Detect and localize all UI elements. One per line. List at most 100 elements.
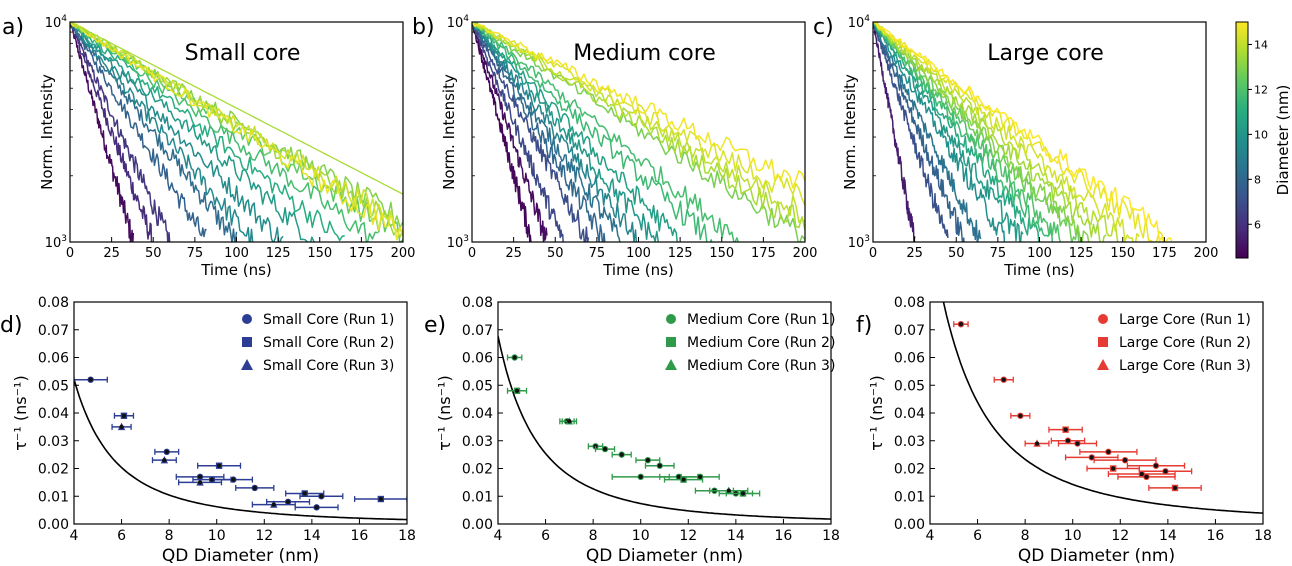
data-point — [953, 321, 969, 328]
legend: Small Core (Run 1) Small Core (Run 2) Smal… — [241, 312, 394, 374]
x-tick-label: 50 — [948, 246, 965, 261]
data-point — [1057, 440, 1098, 447]
x-tick-label: 6 — [117, 528, 126, 544]
y-tick-label: 0.04 — [38, 406, 69, 422]
decay-curve — [70, 22, 345, 242]
decay-curve — [70, 22, 403, 195]
legend-marker — [242, 314, 252, 324]
panel-label: b) — [412, 15, 435, 40]
x-tick-label: 200 — [793, 246, 818, 261]
legend-label: Medium Core (Run 2) — [687, 335, 835, 351]
decay-curve — [472, 22, 621, 242]
colorbar-tick-label: 8 — [1254, 173, 1261, 186]
data-point — [1024, 439, 1050, 447]
x-tick-label: 14 — [303, 528, 321, 544]
decay-curve — [873, 22, 1006, 242]
decay-panel-0: 0 25 50 75 100 125 150 175 200 103 104 Small core Ti… — [2, 14, 415, 279]
decay-curve — [472, 22, 590, 242]
x-axis-label: Time (ns) — [602, 261, 674, 279]
x-tick-label: 150 — [307, 246, 332, 261]
x-tick-label: 200 — [391, 246, 416, 261]
x-tick-label: 175 — [1152, 246, 1177, 261]
legend-marker — [1098, 314, 1108, 324]
data-point — [635, 456, 661, 464]
y-tick-label: 0.05 — [894, 378, 925, 394]
data-point — [154, 448, 180, 456]
x-tick-label: 8 — [165, 528, 174, 544]
decay-curve — [873, 22, 1119, 242]
x-tick-label: 14 — [727, 528, 745, 544]
data-point — [1148, 484, 1202, 492]
x-tick-label: 0 — [869, 246, 877, 261]
fit-curve — [942, 302, 1263, 514]
panel-title: Medium core — [573, 41, 716, 66]
decay-curve — [472, 22, 805, 231]
x-axis-label: Time (ns) — [1003, 261, 1075, 279]
panel-label: e) — [424, 313, 446, 338]
y-tick-label: 104 — [447, 14, 470, 31]
data-point — [299, 493, 344, 500]
decay-curve — [70, 22, 135, 242]
y-tick-label: 0.03 — [462, 434, 493, 450]
x-tick-label: 10 — [1064, 528, 1082, 544]
x-tick-label: 125 — [1069, 246, 1094, 261]
y-tick-label: 0.08 — [38, 295, 69, 311]
y-tick-label: 103 — [848, 234, 870, 251]
panel-label: a) — [2, 15, 24, 40]
x-tick-label: 12 — [1111, 528, 1129, 544]
data-point — [1126, 462, 1186, 469]
y-tick-label: 0.07 — [462, 323, 493, 339]
x-tick-label: 0 — [468, 246, 476, 261]
decay-curve — [70, 22, 254, 242]
scatter-panel-6: 4 6 8 10 12 14 16 18 0.00 0.01 0.02 0.03 0.04 0.05 0.0… — [856, 295, 1272, 566]
data-point — [506, 387, 528, 394]
decay-curve — [873, 22, 982, 242]
colorbar-tick-label: 10 — [1254, 128, 1268, 141]
y-tick-label: 104 — [45, 14, 68, 31]
x-tick-label: 18 — [398, 528, 416, 544]
x-tick-label: 8 — [589, 528, 598, 544]
data-point — [235, 484, 275, 492]
decay-panel-2: 0 25 50 75 100 125 150 175 200 103 104 Large core Ti… — [813, 14, 1218, 279]
y-tick-label: 0.02 — [462, 462, 493, 478]
legend-marker — [242, 337, 252, 347]
colorbar-label: Diameter (nm) — [1274, 85, 1292, 196]
data-point — [1064, 454, 1119, 461]
x-tick-label: 16 — [351, 528, 369, 544]
fit-curve — [498, 335, 831, 520]
x-tick-label: 18 — [1254, 528, 1272, 544]
decay-curve — [873, 22, 949, 239]
legend-marker — [665, 359, 677, 370]
data-point — [294, 504, 339, 511]
y-tick-label: 0.01 — [894, 489, 925, 505]
legend-label: Small Core (Run 3) — [263, 358, 394, 374]
legend-label: Medium Core (Run 1) — [687, 312, 835, 328]
y-tick-label: 0.04 — [462, 406, 493, 422]
decay-curve — [873, 22, 965, 242]
legend-marker — [1097, 359, 1109, 370]
y-tick-label: 0.02 — [38, 462, 69, 478]
x-tick-label: 125 — [266, 246, 291, 261]
data-point — [213, 476, 254, 483]
decay-curve — [873, 22, 916, 242]
y-tick-label: 0.03 — [894, 434, 925, 450]
y-tick-label: 0.01 — [462, 489, 493, 505]
colorbar-tick-label: 6 — [1254, 218, 1261, 231]
x-tick-label: 6 — [541, 528, 550, 544]
panel-label: d) — [0, 313, 23, 338]
x-tick-label: 150 — [709, 246, 734, 261]
data-point — [1138, 468, 1193, 475]
data-point — [266, 498, 311, 505]
x-tick-label: 16 — [775, 528, 793, 544]
y-tick-label: 0.00 — [462, 517, 493, 533]
decay-curve — [873, 22, 1173, 242]
data-point — [644, 462, 675, 469]
y-tick-label: 0.01 — [38, 489, 69, 505]
decay-curve — [70, 22, 403, 241]
decay-curve — [873, 22, 1090, 242]
data-point — [725, 490, 761, 497]
y-tick-label: 0.05 — [38, 378, 69, 394]
x-tick-label: 4 — [70, 528, 79, 544]
colorbar: 6 8 10 12 14 Diameter (nm) — [1235, 21, 1292, 259]
